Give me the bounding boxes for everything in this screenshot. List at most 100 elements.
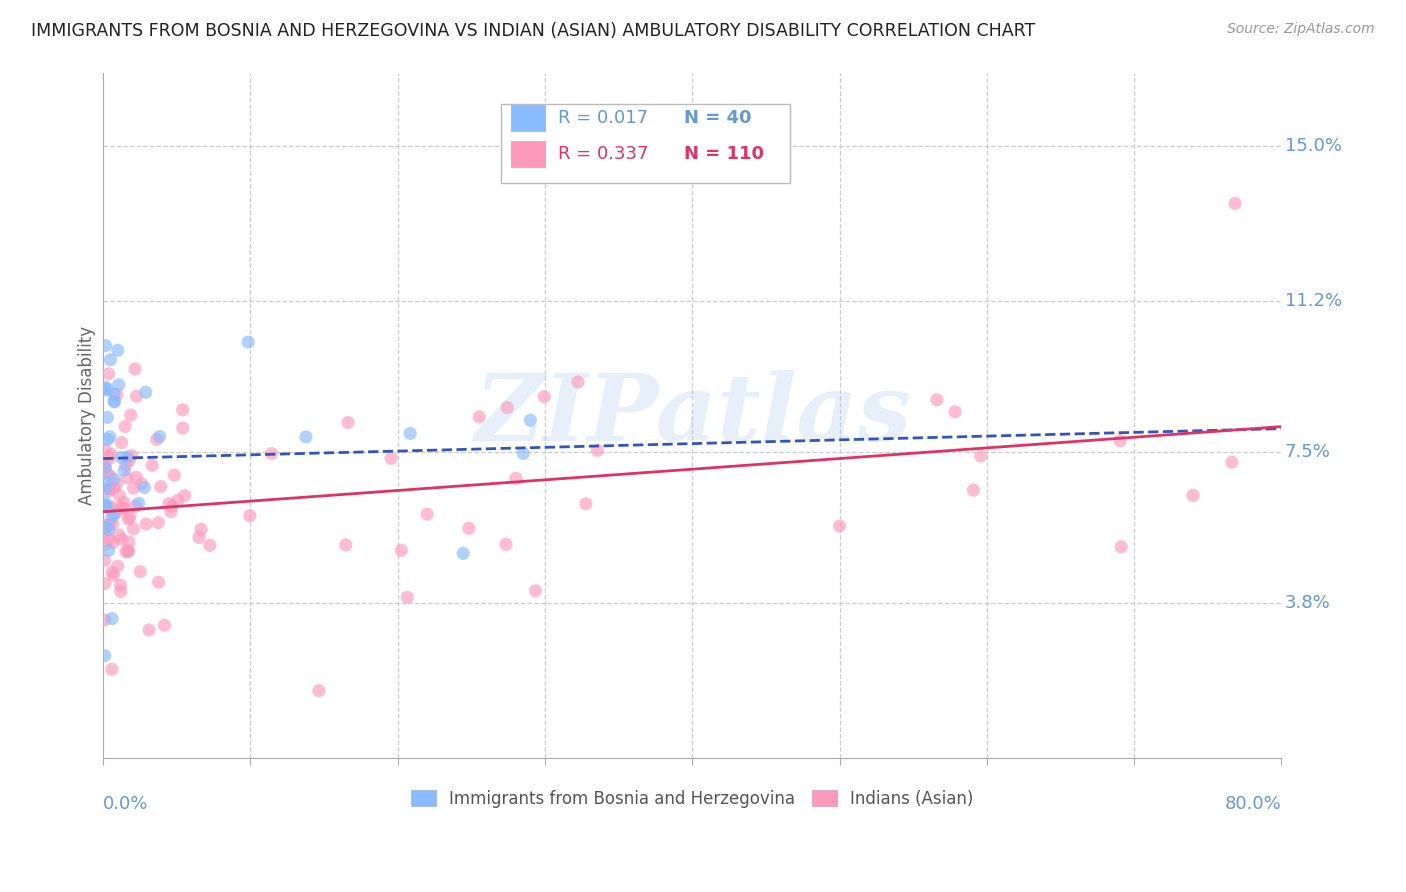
Point	[416, 507, 439, 521]
Point	[157, 497, 180, 511]
Point	[389, 543, 412, 558]
Point	[198, 538, 221, 552]
Point	[98, 517, 121, 532]
Text: R = 0.337: R = 0.337	[558, 145, 648, 162]
Point	[149, 479, 172, 493]
Text: 3.8%: 3.8%	[1285, 594, 1330, 612]
Point	[148, 516, 170, 530]
Point	[117, 512, 139, 526]
Point	[93, 576, 115, 591]
Point	[108, 489, 131, 503]
Point	[94, 339, 117, 353]
Point	[94, 442, 117, 457]
Point	[100, 352, 122, 367]
Point	[103, 568, 125, 582]
Point	[533, 390, 555, 404]
Point	[97, 543, 120, 558]
FancyBboxPatch shape	[510, 141, 546, 167]
Point	[94, 482, 117, 496]
Point	[1220, 455, 1243, 469]
Point	[111, 533, 134, 547]
Point	[98, 483, 121, 498]
Point	[970, 449, 993, 463]
Point	[93, 383, 115, 397]
Point	[94, 499, 117, 513]
Point	[101, 565, 124, 579]
Point	[100, 500, 122, 514]
Point	[121, 449, 143, 463]
Point	[468, 409, 491, 424]
Point	[103, 508, 125, 522]
Point	[96, 517, 118, 532]
Text: N = 40: N = 40	[685, 109, 752, 128]
Point	[135, 385, 157, 400]
Point	[172, 421, 194, 435]
Text: 80.0%: 80.0%	[1225, 796, 1281, 814]
Point	[1223, 196, 1246, 211]
Point	[94, 460, 117, 475]
Text: 11.2%: 11.2%	[1285, 293, 1343, 310]
Point	[108, 528, 131, 542]
Point	[115, 471, 138, 485]
Point	[94, 498, 117, 512]
Text: R = 0.017: R = 0.017	[558, 109, 648, 128]
Point	[93, 461, 115, 475]
Point	[575, 497, 598, 511]
Point	[943, 405, 966, 419]
Point	[94, 520, 117, 534]
Point	[828, 519, 851, 533]
FancyBboxPatch shape	[510, 105, 546, 131]
Point	[122, 522, 145, 536]
Point	[505, 471, 527, 485]
Point	[94, 380, 117, 394]
Point	[962, 483, 984, 498]
Point	[124, 362, 146, 376]
Point	[135, 517, 157, 532]
Point	[103, 481, 125, 495]
Point	[295, 430, 318, 444]
Point	[101, 516, 124, 531]
Point	[110, 500, 132, 515]
Point	[236, 334, 259, 349]
Point	[117, 544, 139, 558]
Text: N = 110: N = 110	[685, 145, 763, 162]
Point	[94, 521, 117, 535]
Point	[129, 565, 152, 579]
Point	[93, 537, 115, 551]
Text: 15.0%: 15.0%	[1285, 137, 1341, 155]
Text: IMMIGRANTS FROM BOSNIA AND HERZEGOVINA VS INDIAN (ASIAN) AMBULATORY DISABILITY C: IMMIGRANTS FROM BOSNIA AND HERZEGOVINA V…	[31, 22, 1035, 40]
Point	[101, 535, 124, 549]
Point	[125, 499, 148, 513]
Point	[105, 477, 128, 491]
Point	[94, 475, 117, 489]
Point	[107, 559, 129, 574]
Point	[396, 591, 419, 605]
Point	[190, 522, 212, 536]
Point	[107, 343, 129, 358]
Point	[117, 543, 139, 558]
Point	[586, 443, 609, 458]
Point	[496, 401, 519, 415]
Point	[107, 377, 129, 392]
Point	[103, 394, 125, 409]
Point	[122, 481, 145, 495]
Point	[260, 447, 283, 461]
Point	[512, 446, 534, 460]
Point	[114, 419, 136, 434]
Point	[149, 429, 172, 443]
Point	[141, 458, 163, 473]
Point	[94, 525, 117, 540]
Point	[451, 546, 474, 560]
Point	[96, 433, 118, 447]
Point	[399, 426, 422, 441]
Point	[105, 388, 128, 402]
Point	[100, 510, 122, 524]
Legend: Immigrants from Bosnia and Herzegovina, Indians (Asian): Immigrants from Bosnia and Herzegovina, …	[405, 783, 980, 814]
Point	[96, 467, 118, 481]
Point	[93, 648, 115, 663]
Point	[110, 578, 132, 592]
Point	[1109, 540, 1132, 554]
Point	[115, 450, 138, 464]
Y-axis label: Ambulatory Disability: Ambulatory Disability	[79, 326, 96, 505]
Point	[98, 533, 121, 547]
